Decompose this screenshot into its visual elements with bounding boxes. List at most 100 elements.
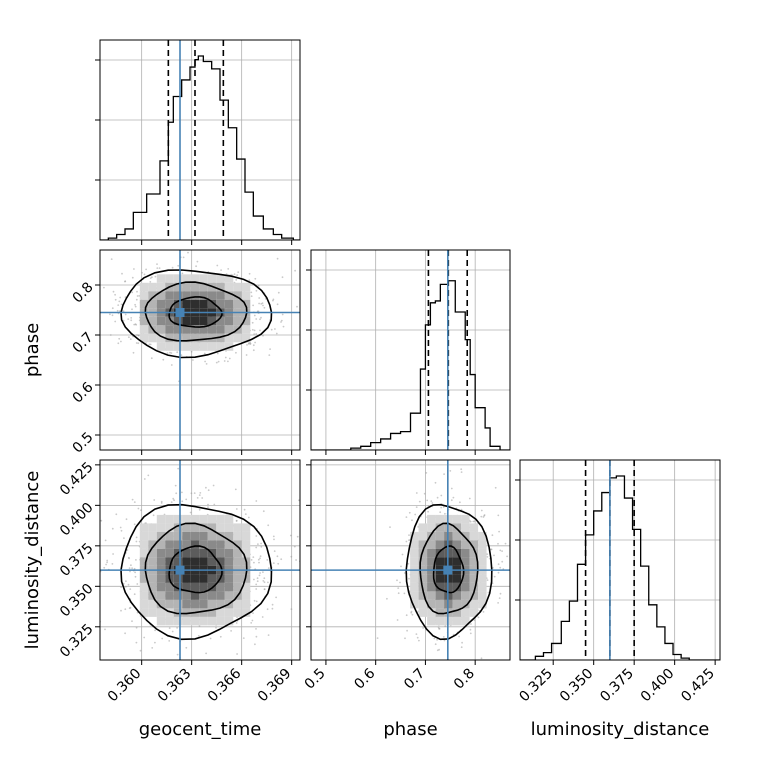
density-cell	[233, 282, 242, 292]
scatter-point	[423, 492, 426, 495]
scatter-point	[260, 316, 262, 319]
scatter-point	[252, 304, 255, 307]
density-cell	[207, 325, 217, 334]
density-cell	[427, 548, 436, 558]
density-cell	[435, 616, 445, 626]
density-cell	[139, 299, 149, 309]
scatter-point	[408, 511, 411, 514]
scatter-point	[168, 640, 171, 642]
density-cell	[216, 299, 225, 309]
density-cell	[139, 316, 149, 326]
scatter-point	[439, 511, 442, 514]
density-cell	[478, 557, 487, 566]
scatter-point	[166, 352, 169, 354]
scatter-point	[431, 502, 434, 504]
density-cell	[190, 325, 200, 334]
density-cell	[190, 291, 200, 300]
density-cell	[418, 531, 428, 541]
scatter-point	[131, 291, 134, 294]
scatter-point	[215, 361, 218, 364]
scatter-point	[169, 351, 171, 354]
scatter-point	[493, 554, 495, 557]
density-cell	[452, 616, 462, 626]
density-cell	[207, 316, 217, 326]
density-cell	[156, 282, 166, 292]
density-cell	[452, 599, 462, 609]
scatter-point	[290, 608, 293, 610]
scatter-point	[132, 351, 135, 354]
density-cell	[435, 582, 445, 592]
density-cell	[233, 574, 242, 583]
scatter-point	[250, 295, 253, 298]
scatter-point	[247, 343, 250, 345]
scatter-point	[66, 336, 68, 338]
scatter-point	[176, 351, 179, 354]
density-cell	[173, 540, 183, 549]
density-cell	[435, 574, 445, 583]
scatter-point	[450, 487, 453, 490]
scatter-point	[172, 497, 175, 500]
scatter-point	[134, 303, 137, 306]
scatter-point	[252, 349, 255, 352]
scatter-point	[477, 616, 480, 619]
density-cell	[216, 333, 225, 343]
density-cell	[190, 574, 200, 583]
density-cell	[173, 333, 183, 343]
density-cell	[207, 616, 217, 626]
density-cell	[165, 299, 174, 309]
scatter-point	[267, 524, 270, 527]
scatter-point	[273, 538, 275, 541]
density-cell	[207, 540, 217, 549]
scatter-point	[252, 556, 255, 558]
scatter-point	[255, 500, 258, 502]
scatter-point	[487, 591, 490, 594]
scatter-point	[133, 501, 136, 503]
density-cell	[207, 523, 217, 532]
density-cell	[173, 325, 183, 334]
density-cell	[190, 274, 200, 283]
scatter-point	[263, 588, 266, 590]
density-cell	[182, 299, 191, 309]
scatter-point	[219, 635, 222, 638]
scatter-point	[289, 534, 292, 537]
density-cell	[165, 599, 174, 609]
scatter-point	[136, 583, 139, 585]
density-cell	[461, 540, 470, 549]
density-cell	[165, 557, 174, 566]
density-cell	[478, 599, 487, 609]
scatter-point	[120, 340, 122, 343]
scatter-point	[253, 314, 256, 317]
scatter-point	[143, 273, 146, 276]
density-cell	[165, 540, 174, 549]
density-cell	[199, 282, 208, 292]
x-tick-label: 0.375	[597, 666, 637, 706]
density-cell	[418, 599, 428, 609]
scatter-point	[245, 354, 248, 356]
scatter-point	[134, 575, 137, 578]
density-cell	[199, 616, 208, 626]
scatter-point	[296, 535, 299, 538]
scatter-point	[414, 513, 417, 516]
scatter-point	[115, 513, 118, 516]
y-tick-label: 0.7	[70, 329, 97, 356]
density-cell	[410, 591, 419, 600]
scatter-point	[133, 593, 136, 596]
scatter-point	[260, 546, 263, 548]
density-cell	[199, 557, 208, 566]
density-cell	[182, 616, 191, 626]
density-cell	[469, 531, 479, 541]
scatter-point	[237, 271, 240, 274]
scatter-point	[198, 625, 201, 627]
panel-frame	[99, 39, 301, 241]
density-cell	[182, 582, 191, 592]
contour-line	[120, 503, 273, 641]
scatter-point	[251, 321, 254, 324]
scatter-point	[497, 563, 500, 566]
scatter-point	[267, 567, 270, 569]
density-cell	[190, 582, 200, 592]
density-cell	[173, 599, 183, 609]
density-cell	[216, 325, 225, 334]
scatter-point	[405, 516, 408, 518]
scatter-point	[193, 492, 196, 494]
